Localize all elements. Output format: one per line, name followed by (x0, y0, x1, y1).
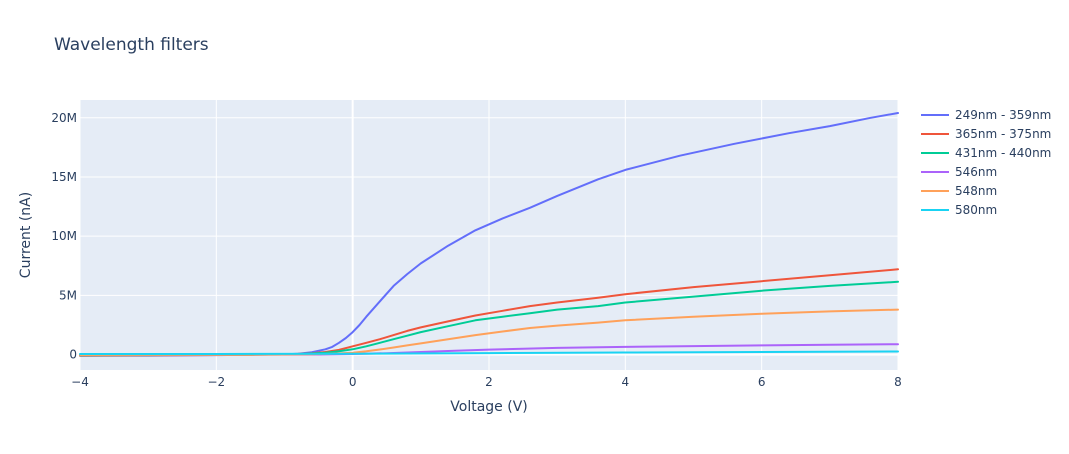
legend-item-label: 431nm - 440nm (955, 146, 1051, 160)
y-axis-ticks: 0 5M 10M 15M 20M (51, 111, 77, 362)
y-tick-label: 15M (51, 170, 77, 184)
x-tick-label: 0 (349, 375, 357, 389)
y-axis-label: Current (nA) (18, 192, 34, 278)
legend-item-label: 580nm (955, 203, 997, 217)
x-axis-ticks: −4 −2 0 2 4 6 8 (71, 375, 902, 389)
x-tick-label: 8 (894, 375, 902, 389)
y-tick-label: 0 (69, 348, 77, 362)
x-tick-label: 6 (758, 375, 766, 389)
x-tick-label: −2 (207, 375, 225, 389)
legend-item-label: 546nm (955, 165, 997, 179)
x-axis-label: Voltage (V) (450, 399, 527, 415)
legend-item-label: 365nm - 375nm (955, 127, 1051, 141)
legend-item-label: 249nm - 359nm (955, 108, 1051, 122)
series-line-6 (79, 350, 899, 355)
grid-lines (79, 100, 899, 370)
chart-title: Wavelength filters (54, 35, 209, 55)
x-tick-label: 4 (622, 375, 630, 389)
y-tick-label: 20M (51, 111, 77, 125)
y-tick-label: 10M (51, 229, 77, 243)
x-tick-label: 2 (485, 375, 493, 389)
x-tick-label: −4 (71, 375, 89, 389)
legend: 249nm - 359nm 365nm - 375nm 431nm - 440nm 5… (921, 108, 1051, 217)
y-tick-label: 5M (59, 288, 77, 302)
series-lines (79, 112, 899, 357)
legend-item-label: 548nm (955, 184, 997, 198)
